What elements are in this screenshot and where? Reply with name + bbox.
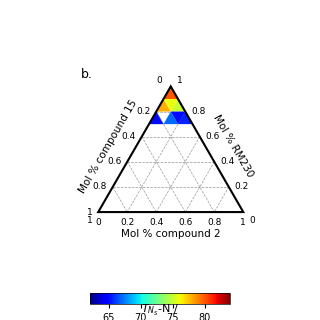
Text: 0.8: 0.8 bbox=[207, 218, 221, 227]
Text: 0.2: 0.2 bbox=[136, 107, 150, 116]
Text: 0.2: 0.2 bbox=[120, 218, 134, 227]
Text: 0.4: 0.4 bbox=[220, 157, 234, 166]
Text: 0.2: 0.2 bbox=[235, 182, 249, 191]
Text: 0.4: 0.4 bbox=[149, 218, 164, 227]
Text: 0: 0 bbox=[95, 218, 101, 227]
Text: 0: 0 bbox=[249, 216, 255, 225]
Text: b.: b. bbox=[81, 68, 93, 81]
Text: Mol % compound 2: Mol % compound 2 bbox=[121, 229, 220, 239]
Text: 1: 1 bbox=[177, 76, 182, 85]
Text: 0.8: 0.8 bbox=[191, 107, 205, 116]
Text: 0.6: 0.6 bbox=[205, 132, 220, 141]
Text: 1: 1 bbox=[87, 216, 92, 225]
Text: 0.6: 0.6 bbox=[178, 218, 192, 227]
Text: 0.6: 0.6 bbox=[107, 157, 121, 166]
Text: $T_{N_S}$-N /: $T_{N_S}$-N / bbox=[141, 303, 179, 318]
Text: 0.8: 0.8 bbox=[92, 182, 107, 191]
Text: Mol % RM230: Mol % RM230 bbox=[211, 113, 255, 179]
Text: 1: 1 bbox=[87, 208, 92, 217]
Text: Mol % compound 15: Mol % compound 15 bbox=[77, 98, 139, 195]
Text: 0.4: 0.4 bbox=[122, 132, 136, 141]
Text: 1: 1 bbox=[240, 218, 246, 227]
Text: 0: 0 bbox=[156, 76, 162, 85]
